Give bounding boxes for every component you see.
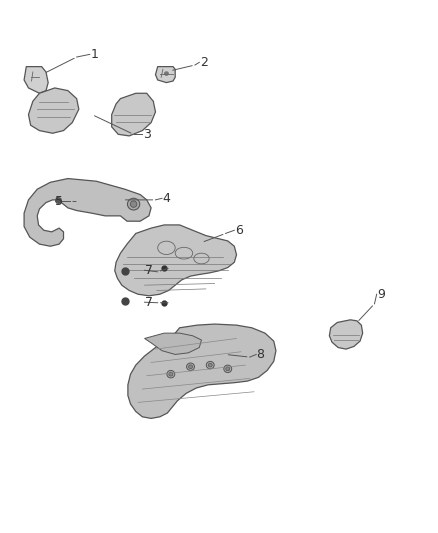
Text: 5: 5 xyxy=(55,195,63,208)
Polygon shape xyxy=(145,333,201,354)
Ellipse shape xyxy=(188,365,193,369)
Text: 2: 2 xyxy=(200,56,208,69)
Text: 8: 8 xyxy=(257,348,265,361)
Ellipse shape xyxy=(127,198,140,210)
Polygon shape xyxy=(155,67,175,83)
Text: 3: 3 xyxy=(143,128,151,141)
Ellipse shape xyxy=(224,365,232,373)
Ellipse shape xyxy=(131,201,137,207)
Polygon shape xyxy=(115,225,237,296)
Ellipse shape xyxy=(169,372,173,376)
Ellipse shape xyxy=(226,367,230,371)
Text: 4: 4 xyxy=(162,192,170,205)
Text: 7: 7 xyxy=(145,264,153,277)
Polygon shape xyxy=(128,324,276,418)
Ellipse shape xyxy=(208,364,212,367)
Text: 7: 7 xyxy=(145,296,153,309)
Ellipse shape xyxy=(206,361,214,369)
Polygon shape xyxy=(24,67,48,93)
Ellipse shape xyxy=(167,370,175,378)
Polygon shape xyxy=(112,93,155,136)
Polygon shape xyxy=(28,88,79,133)
Polygon shape xyxy=(24,179,151,246)
Text: 6: 6 xyxy=(235,224,243,237)
Ellipse shape xyxy=(165,72,168,75)
Ellipse shape xyxy=(187,363,194,370)
Text: 9: 9 xyxy=(377,288,385,301)
Text: 1: 1 xyxy=(90,48,98,61)
Polygon shape xyxy=(329,320,363,349)
